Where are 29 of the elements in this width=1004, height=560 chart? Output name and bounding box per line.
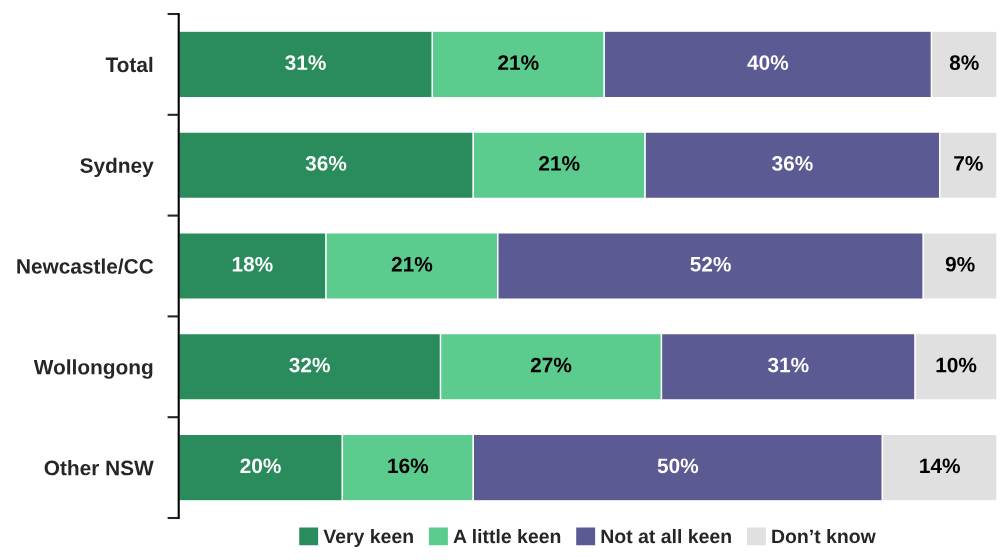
data-label: 36% (772, 156, 813, 171)
data-label: 21% (539, 156, 580, 171)
legend-label: Don’t know (772, 528, 876, 544)
data-label: 21% (498, 55, 539, 70)
legend-label: Very keen (323, 528, 413, 548)
legend-label: A little keen (453, 528, 561, 544)
data-label: 18% (232, 256, 273, 272)
data-label: 32% (289, 357, 330, 373)
data-label: 52% (690, 256, 731, 272)
data-label: 31% (767, 357, 809, 373)
data-label: 7% (954, 156, 983, 171)
data-label: 31% (285, 55, 326, 71)
data-label: 20% (240, 458, 281, 474)
data-label: 40% (747, 55, 789, 70)
data-label: 36% (305, 156, 347, 171)
data-label: 27% (530, 357, 572, 373)
y-tick-label: Total (105, 56, 153, 73)
data-label: 50% (657, 458, 699, 474)
data-label: 10% (936, 357, 977, 373)
data-label: 14% (920, 458, 960, 474)
data-label: 21% (391, 256, 433, 272)
data-label: 9% (945, 256, 975, 272)
legend-label: Not at all keen (601, 528, 731, 544)
y-tick-label: Newcastle/CC (17, 258, 154, 274)
data-label: 8% (949, 55, 979, 70)
y-tick-label: Wollongong (33, 359, 153, 379)
y-tick-label: Sydney (80, 157, 154, 178)
y-tick-label: Other NSW (44, 460, 154, 476)
data-label: 16% (388, 458, 429, 474)
